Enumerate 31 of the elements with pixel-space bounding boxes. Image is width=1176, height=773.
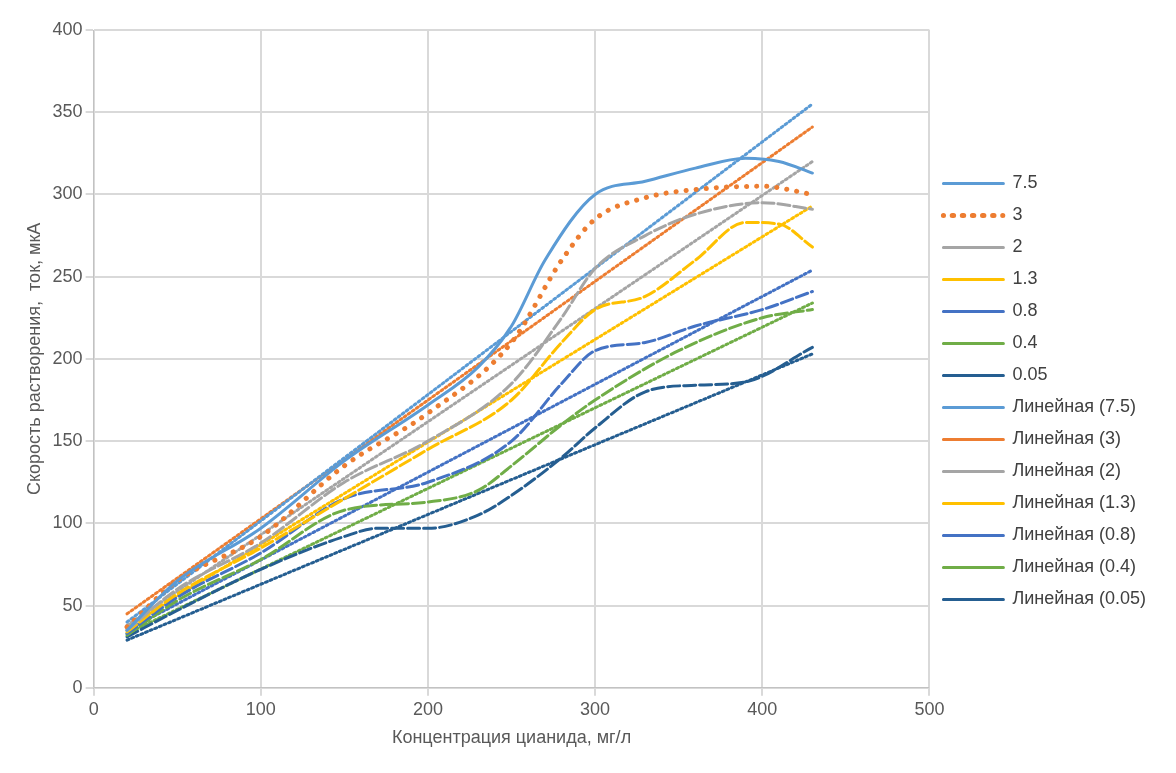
legend-label: 7.5 (1012, 172, 1038, 193)
y-tick-label: 0 (72, 676, 83, 697)
y-tick-label: 300 (52, 183, 83, 204)
legend-label: Линейная (2) (1012, 460, 1121, 481)
y-tick-label: 50 (62, 594, 83, 615)
legend-label: 2 (1012, 236, 1023, 257)
legend-label: 3 (1012, 204, 1023, 225)
legend-label: 0.8 (1012, 300, 1038, 321)
x-tick-label: 300 (580, 698, 611, 719)
y-tick-label: 100 (52, 512, 83, 533)
y-tick-label: 250 (52, 265, 83, 286)
legend-label: Линейная (3) (1012, 428, 1121, 449)
x-tick-label: 100 (245, 698, 276, 719)
x-tick-label: 200 (412, 698, 443, 719)
y-axis-title: Скорость растворения, ток, мкА (23, 222, 44, 496)
y-tick-label: 150 (52, 430, 83, 451)
x-tick-label: 500 (914, 698, 945, 719)
legend-label: 0.05 (1012, 364, 1048, 385)
x-tick-label: 400 (747, 698, 778, 719)
legend-label: Линейная (0.8) (1012, 524, 1136, 545)
y-tick-label: 200 (52, 347, 83, 368)
legend-label: Линейная (1.3) (1012, 492, 1136, 513)
x-axis-title: Концентрация цианида, мг/л (391, 727, 632, 748)
y-tick-label: 400 (52, 18, 83, 39)
y-tick-label: 350 (52, 101, 83, 122)
legend-label: Линейная (7.5) (1012, 396, 1136, 417)
x-tick-label: 0 (88, 698, 99, 719)
legend-label: Линейная (0.05) (1012, 588, 1146, 609)
legend-label: Линейная (0.4) (1012, 556, 1136, 577)
legend-label: 0.4 (1012, 332, 1038, 353)
legend-label: 1.3 (1012, 268, 1038, 289)
